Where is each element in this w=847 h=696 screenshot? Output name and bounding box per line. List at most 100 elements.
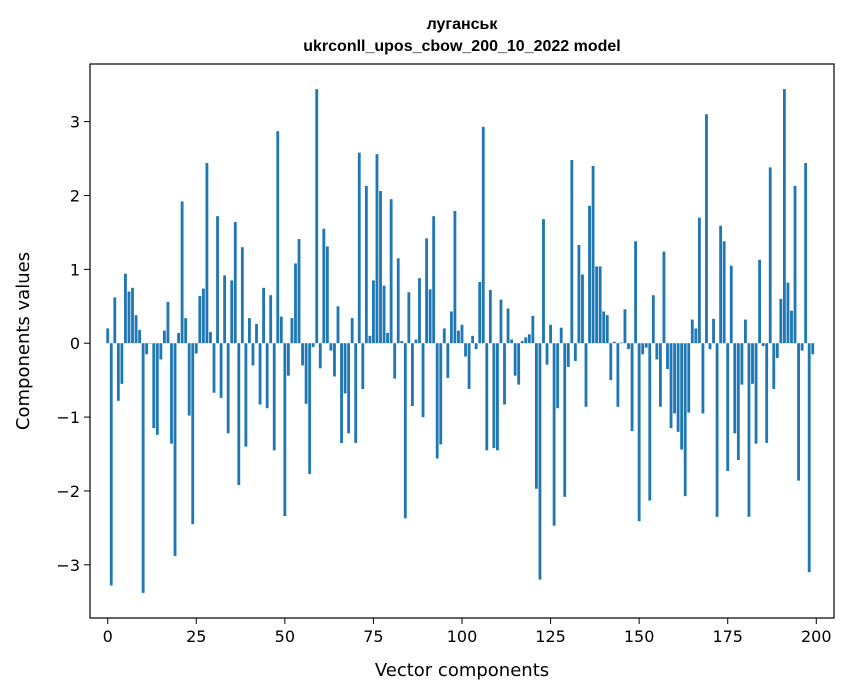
- bar: [609, 343, 613, 381]
- bar: [279, 316, 283, 344]
- bar: [449, 311, 453, 344]
- bar: [591, 165, 595, 344]
- bar: [467, 343, 471, 390]
- bar: [733, 343, 737, 434]
- x-axis-label: Vector components: [375, 660, 549, 681]
- bar: [258, 343, 262, 405]
- bar: [290, 318, 294, 344]
- bar: [644, 343, 648, 348]
- bar: [527, 334, 531, 344]
- bar: [184, 318, 188, 344]
- bar: [726, 343, 730, 472]
- bar: [201, 288, 205, 344]
- bar: [109, 343, 113, 586]
- bar: [209, 332, 212, 344]
- bar: [690, 319, 694, 344]
- bar: [573, 343, 577, 361]
- bar: [248, 318, 251, 344]
- bar: [113, 297, 117, 344]
- bar: [559, 327, 563, 344]
- bar: [343, 343, 347, 394]
- bar: [627, 343, 630, 350]
- bar: [697, 217, 701, 344]
- bar: [807, 343, 811, 573]
- bar: [605, 315, 609, 344]
- y-axis-label: Components values: [13, 252, 34, 430]
- bar: [382, 285, 386, 344]
- bar: [641, 343, 645, 355]
- chart-title: луганськ: [427, 16, 499, 33]
- bar: [662, 251, 666, 344]
- bar: [226, 343, 230, 434]
- bar: [414, 339, 418, 344]
- bar: [612, 341, 616, 344]
- bar: [375, 154, 379, 344]
- bar: [577, 244, 581, 344]
- bar: [669, 343, 673, 429]
- bar: [797, 343, 800, 481]
- bar: [403, 343, 407, 519]
- bar: [379, 191, 382, 344]
- bar: [790, 310, 793, 344]
- bar: [538, 343, 542, 580]
- bar: [124, 273, 127, 344]
- bar: [421, 343, 425, 418]
- bar: [216, 216, 219, 344]
- bar: [294, 263, 297, 344]
- bar: [563, 343, 567, 497]
- bar: [531, 315, 535, 344]
- bar: [549, 324, 552, 344]
- bar: [389, 199, 393, 344]
- bar: [676, 343, 680, 432]
- bar: [233, 222, 237, 344]
- bar: [106, 328, 110, 344]
- y-tick-label: −1: [56, 408, 80, 427]
- bar: [432, 216, 436, 344]
- bar: [361, 343, 365, 390]
- bar: [116, 343, 120, 401]
- bar: [761, 343, 765, 347]
- bar: [474, 343, 478, 350]
- bar: [496, 343, 499, 451]
- bar: [804, 162, 808, 344]
- bar: [152, 343, 156, 429]
- bar: [492, 343, 496, 449]
- bar: [630, 343, 634, 432]
- bar: [276, 131, 280, 344]
- bar: [393, 343, 397, 379]
- bar: [442, 328, 446, 344]
- bar: [524, 337, 528, 344]
- bar: [694, 328, 698, 344]
- bar: [439, 343, 443, 445]
- bar: [453, 210, 457, 344]
- bar: [159, 343, 163, 360]
- bar: [354, 343, 358, 443]
- bar: [556, 343, 560, 409]
- bar: [506, 308, 510, 344]
- bar: [386, 332, 390, 344]
- bar: [705, 114, 708, 344]
- bar: [194, 343, 198, 354]
- bar: [180, 201, 184, 344]
- bar: [212, 343, 216, 393]
- bar: [396, 258, 400, 344]
- bars-group: [106, 89, 815, 593]
- bar: [457, 330, 460, 344]
- bar: [336, 306, 340, 344]
- bar: [485, 343, 489, 451]
- bar: [187, 343, 191, 416]
- bar: [318, 343, 322, 369]
- bar: [782, 89, 786, 344]
- bar: [272, 343, 276, 451]
- bar: [715, 343, 719, 517]
- bar: [350, 318, 354, 344]
- bar: [673, 343, 676, 414]
- bar: [262, 287, 266, 344]
- y-tick-label: 0: [70, 334, 80, 353]
- bar: [308, 343, 312, 474]
- bar: [418, 278, 421, 344]
- bar: [588, 205, 591, 344]
- bar: [793, 185, 797, 344]
- bar: [177, 332, 180, 344]
- bar: [722, 241, 726, 344]
